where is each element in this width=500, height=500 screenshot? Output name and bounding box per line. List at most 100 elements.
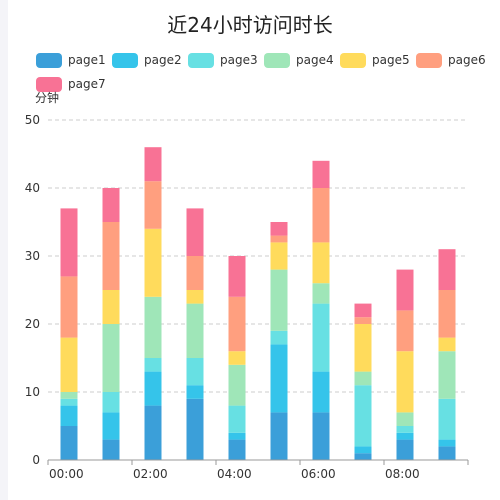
bar-segment-page5[interactable] (144, 228, 162, 297)
bar-segment-page6[interactable] (438, 290, 456, 338)
bar-segment-page6[interactable] (270, 235, 288, 243)
bar-segment-page6[interactable] (228, 296, 246, 352)
bar-segment-page1[interactable] (102, 439, 120, 460)
bar-segment-page5[interactable] (354, 324, 372, 372)
x-tick-label: 00:00 (49, 467, 84, 481)
bar-segment-page7[interactable] (396, 269, 414, 311)
legend-item-page4[interactable]: page4 (264, 52, 334, 68)
bar-segment-page6[interactable] (354, 317, 372, 324)
bar-segment-page6[interactable] (312, 188, 330, 243)
bar-segment-page3[interactable] (270, 330, 288, 345)
bar-segment-page2[interactable] (312, 371, 330, 413)
bar-segment-page5[interactable] (186, 290, 204, 304)
bar-segment-page1[interactable] (186, 398, 204, 460)
legend-swatch (416, 52, 442, 68)
bar-segment-page7[interactable] (438, 249, 456, 290)
bar-segment-page5[interactable] (396, 351, 414, 413)
bar-segment-page5[interactable] (270, 242, 288, 270)
legend-item-page2[interactable]: page2 (112, 52, 182, 68)
legend-item-page5[interactable]: page5 (340, 52, 410, 68)
bar-segment-page6[interactable] (60, 276, 78, 338)
bar-segment-page2[interactable] (438, 439, 456, 447)
bar-stack-07:00 (354, 303, 372, 460)
bar-segment-page6[interactable] (102, 222, 120, 290)
y-tick-label: 20 (25, 317, 40, 331)
bar-segment-page3[interactable] (228, 405, 246, 433)
legend-swatch (36, 76, 62, 92)
bar-segment-page4[interactable] (186, 303, 204, 358)
bar-segment-page1[interactable] (144, 405, 162, 460)
bar-segment-page3[interactable] (396, 426, 414, 433)
y-tick-label: 50 (25, 113, 40, 127)
bar-segment-page7[interactable] (312, 160, 330, 188)
legend-item-page3[interactable]: page3 (188, 52, 258, 68)
bar-segment-page3[interactable] (60, 398, 78, 406)
bar-segment-page3[interactable] (312, 303, 330, 372)
bar-segment-page1[interactable] (60, 426, 78, 460)
bar-segment-page4[interactable] (60, 392, 78, 399)
bar-segment-page2[interactable] (228, 432, 246, 440)
y-tick-label: 0 (32, 453, 40, 467)
bar-stack-01:00 (102, 188, 120, 460)
bar-segment-page7[interactable] (102, 188, 120, 222)
bar-stack-00:00 (60, 208, 78, 460)
x-tick-label: 06:00 (301, 467, 336, 481)
bar-segment-page1[interactable] (396, 439, 414, 460)
bar-segment-page1[interactable] (354, 453, 372, 460)
bar-segment-page2[interactable] (270, 344, 288, 413)
x-tick-marks: 00:00 02:00 04:00 06:00 08:00 (47, 460, 469, 481)
bar-segment-page2[interactable] (186, 385, 204, 399)
legend-label: page2 (144, 53, 182, 67)
bar-stack-08:00 (396, 269, 414, 460)
bar-segment-page5[interactable] (60, 337, 78, 392)
bar-stacks (60, 147, 456, 460)
bar-stack-03:00 (186, 208, 204, 460)
bar-segment-page4[interactable] (144, 296, 162, 358)
bar-segment-page7[interactable] (144, 147, 162, 182)
bar-segment-page6[interactable] (396, 310, 414, 352)
legend-label: page3 (220, 53, 258, 67)
bar-segment-page2[interactable] (354, 446, 372, 454)
y-tick-label: 10 (25, 385, 40, 399)
y-tick-label: 40 (25, 181, 40, 195)
bar-segment-page3[interactable] (144, 358, 162, 372)
bar-segment-page5[interactable] (312, 242, 330, 284)
bar-segment-page7[interactable] (228, 256, 246, 297)
bar-segment-page4[interactable] (228, 364, 246, 406)
chart-title: 近24小时访问时长 (167, 13, 333, 37)
bar-segment-page1[interactable] (228, 439, 246, 460)
bar-segment-page2[interactable] (60, 405, 78, 426)
legend-item-page1[interactable]: page1 (36, 52, 106, 68)
bar-segment-page3[interactable] (438, 398, 456, 440)
bar-segment-page2[interactable] (396, 432, 414, 440)
bar-segment-page7[interactable] (354, 303, 372, 318)
bar-segment-page3[interactable] (102, 392, 120, 413)
legend-item-page7[interactable]: page7 (36, 76, 106, 92)
bar-segment-page4[interactable] (102, 324, 120, 392)
bar-segment-page4[interactable] (354, 371, 372, 386)
bar-segment-page2[interactable] (144, 371, 162, 406)
legend-item-page6[interactable]: page6 (416, 52, 486, 68)
bar-segment-page1[interactable] (312, 412, 330, 460)
bar-segment-page5[interactable] (438, 337, 456, 352)
bar-segment-page7[interactable] (186, 208, 204, 256)
y-axis-label: 分钟 (35, 90, 59, 105)
bar-segment-page2[interactable] (102, 412, 120, 440)
bar-segment-page7[interactable] (60, 208, 78, 277)
bar-segment-page6[interactable] (186, 256, 204, 290)
bar-segment-page5[interactable] (228, 351, 246, 365)
bar-segment-page3[interactable] (354, 385, 372, 447)
legend-label: page7 (68, 77, 106, 91)
bar-segment-page4[interactable] (270, 269, 288, 331)
bar-segment-page6[interactable] (144, 181, 162, 229)
bar-segment-page4[interactable] (312, 283, 330, 304)
bar-segment-page4[interactable] (438, 351, 456, 399)
bar-segment-page1[interactable] (438, 446, 456, 460)
x-tick-label: 04:00 (217, 467, 252, 481)
bar-segment-page1[interactable] (270, 412, 288, 460)
bar-segment-page7[interactable] (270, 222, 288, 236)
bar-segment-page5[interactable] (102, 290, 120, 324)
bar-segment-page4[interactable] (396, 412, 414, 426)
left-edge-strip (0, 0, 8, 500)
bar-segment-page3[interactable] (186, 358, 204, 386)
